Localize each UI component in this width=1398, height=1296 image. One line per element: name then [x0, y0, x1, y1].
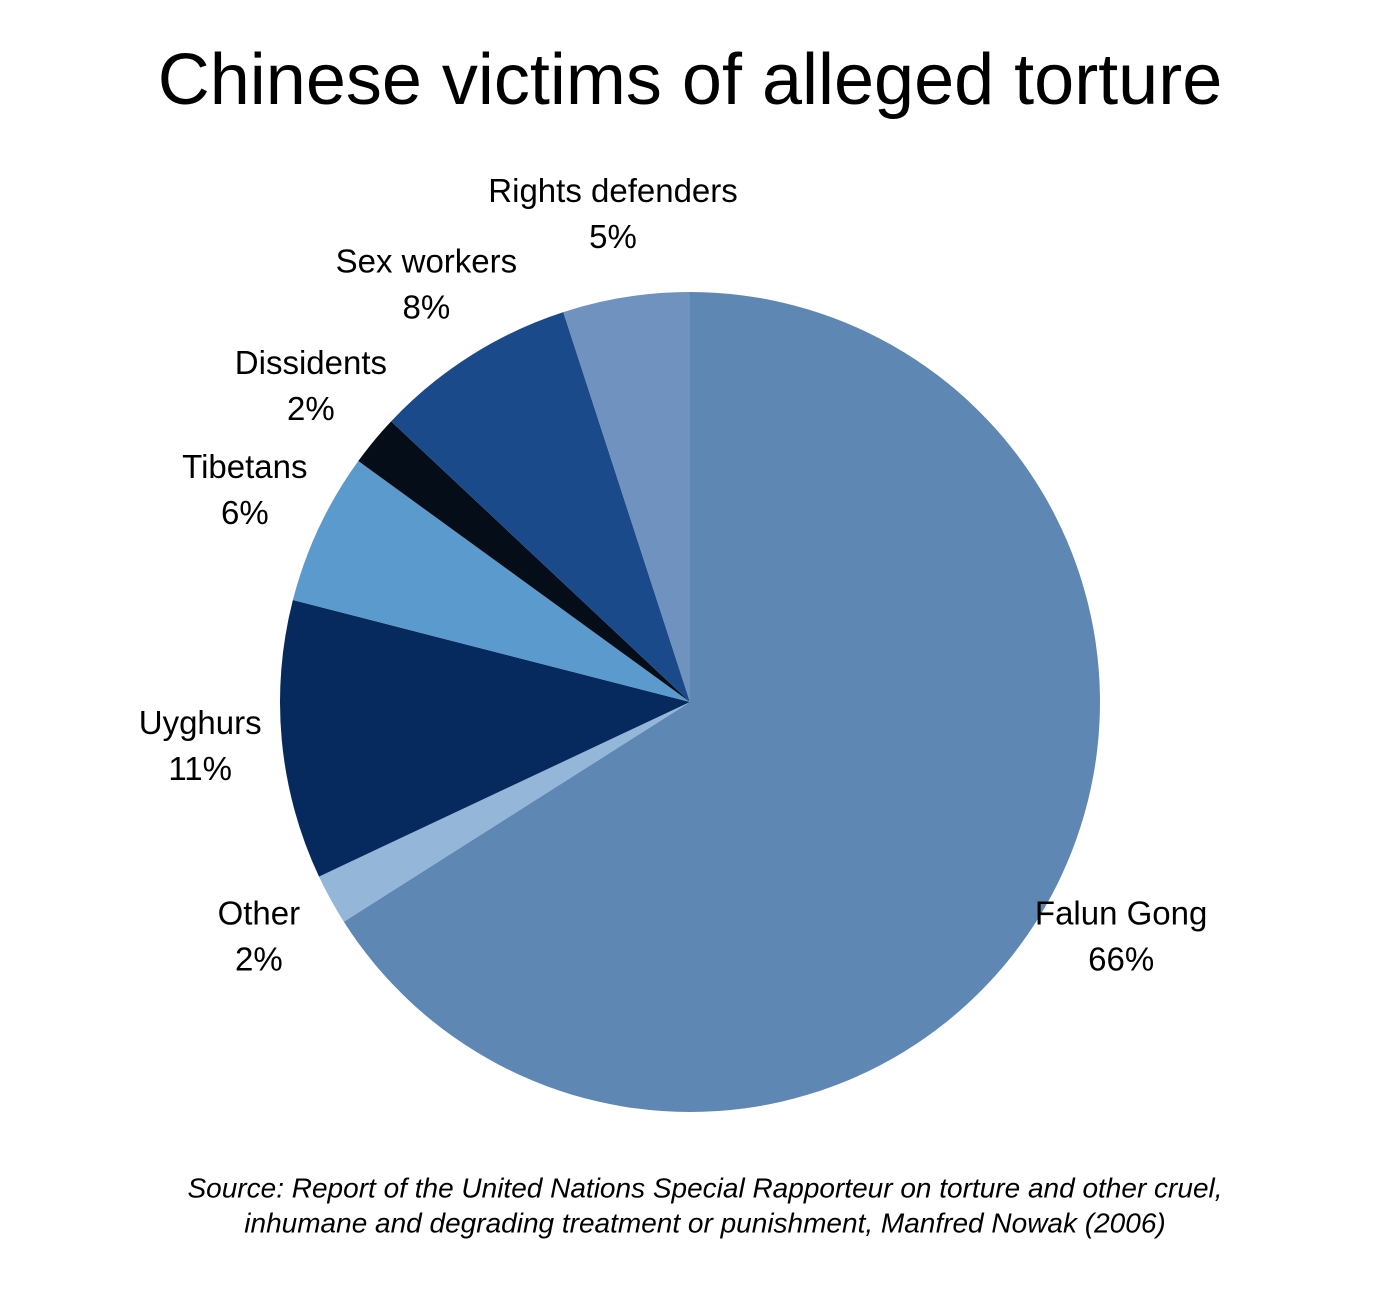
slice-value: 2%: [287, 390, 335, 427]
pie-slice: [292, 461, 690, 702]
source-note: inhumane and degrading treatment or puni…: [244, 1207, 1165, 1238]
slice-value: 6%: [221, 494, 269, 531]
slice-label: Rights defenders: [488, 172, 737, 209]
slice-value: 11%: [168, 750, 232, 787]
pie-slice: [343, 292, 1100, 1112]
slice-label: Sex workers: [336, 242, 518, 279]
slice-value: 2%: [235, 941, 283, 978]
slice-value: 5%: [589, 218, 637, 255]
slice-label: Tibetans: [182, 448, 307, 485]
pie-slice: [391, 312, 690, 702]
slice-label: Other: [218, 895, 301, 932]
source-note: Source: Report of the United Nations Spe…: [187, 1172, 1222, 1203]
slice-label: Dissidents: [235, 344, 387, 381]
slice-label: Uyghurs: [139, 704, 262, 741]
chart-title: Chinese victims of alleged torture: [158, 40, 1223, 120]
slice-value: 8%: [403, 288, 451, 325]
pie-slice: [563, 292, 690, 702]
pie-slice: [279, 600, 690, 877]
slice-label: Falun Gong: [1035, 895, 1207, 932]
pie-slice: [358, 421, 690, 702]
pie-slice: [319, 702, 690, 922]
slice-value: 66%: [1088, 941, 1154, 978]
